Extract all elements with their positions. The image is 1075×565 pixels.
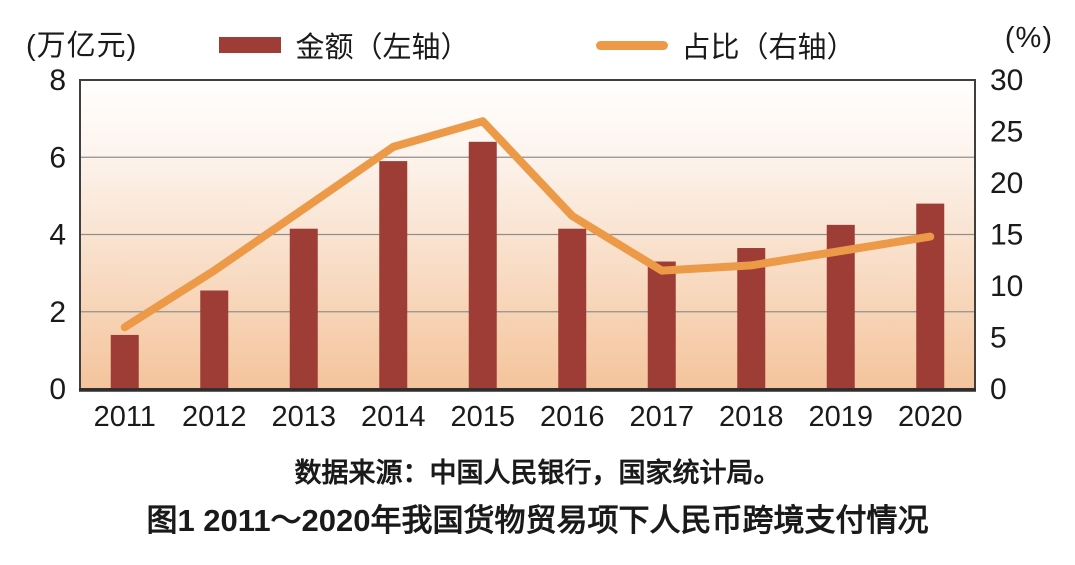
bar-2012 xyxy=(200,290,229,389)
source-note: 数据来源：中国人民银行，国家统计局。 xyxy=(294,458,781,488)
right-axis-tick-10: 10 xyxy=(990,270,1023,303)
bar-2018 xyxy=(737,248,766,389)
chart-canvas: 0 2 4 6 8 0 5 10 15 20 25 30 2011 2012 2013 2014 2015 201… xyxy=(49,64,1023,433)
amount-legend-swatch-icon xyxy=(219,37,282,53)
bar-2015 xyxy=(468,141,497,389)
bar-2020 xyxy=(916,203,945,389)
legend: 金额（左轴） 占比（右轴） xyxy=(0,24,1075,66)
share-line xyxy=(120,117,935,332)
right-axis-tick-30: 30 xyxy=(990,64,1023,97)
legend-item-amount: 金额（左轴） xyxy=(219,24,470,66)
right-axis-tick-20: 20 xyxy=(990,167,1023,200)
left-axis-tick-2: 2 xyxy=(49,296,66,329)
x-axis-label-2013: 2013 xyxy=(271,401,336,433)
share-legend-swatch-icon xyxy=(595,40,668,50)
x-axis-label-2017: 2017 xyxy=(629,401,694,433)
bar-2011 xyxy=(110,334,139,389)
bar-2013 xyxy=(289,228,318,389)
left-axis-unit: (万亿元) xyxy=(26,30,138,62)
share-legend-label: 占比（右轴） xyxy=(681,32,856,64)
left-axis-tick-4: 4 xyxy=(49,219,66,252)
x-axis-label-2019: 2019 xyxy=(808,401,873,433)
x-axis-label-2012: 2012 xyxy=(182,401,247,433)
x-axis-label-2015: 2015 xyxy=(450,401,515,433)
bar-2014 xyxy=(379,161,408,389)
x-axis-label-2020: 2020 xyxy=(898,401,963,433)
amount-legend-label: 金额（左轴） xyxy=(295,32,470,64)
legend-item-share: 占比（右轴） xyxy=(595,24,856,66)
bar-2016 xyxy=(558,228,587,389)
x-axis-label-2018: 2018 xyxy=(719,401,784,433)
left-axis-tick-6: 6 xyxy=(49,141,66,174)
right-axis-tick-25: 25 xyxy=(990,116,1023,149)
right-axis-tick-0: 0 xyxy=(990,373,1007,406)
x-axis-label-2016: 2016 xyxy=(540,401,605,433)
figure-title: 图1 2011～2020年我国货物贸易项下人民币跨境支付情况 xyxy=(146,503,929,538)
right-axis-tick-5: 5 xyxy=(990,322,1007,355)
left-axis-tick-0: 0 xyxy=(49,373,66,406)
right-axis-unit: (%) xyxy=(1004,22,1053,54)
x-axis-label-2011: 2011 xyxy=(94,401,156,433)
left-axis-tick-8: 8 xyxy=(49,64,66,97)
x-axis-label-2014: 2014 xyxy=(361,401,426,433)
bar-2017 xyxy=(647,261,676,389)
right-axis-tick-15: 15 xyxy=(990,219,1023,252)
